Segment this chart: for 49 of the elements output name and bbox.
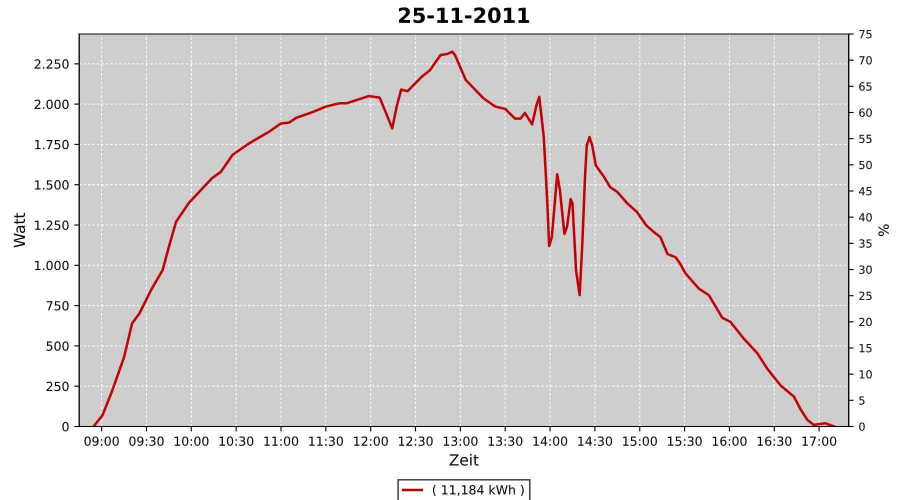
x-tick-label: 14:00 bbox=[533, 436, 568, 446]
y-tick-label: 1.250 bbox=[35, 220, 69, 230]
x-tick-label: 13:30 bbox=[488, 436, 522, 446]
x-tick-label: 12:30 bbox=[398, 436, 433, 446]
y-tick-label: 1.000 bbox=[35, 260, 69, 270]
y-tick-label: 750 bbox=[46, 301, 69, 311]
y2-tick-label: 70 bbox=[859, 56, 872, 65]
y2-axis-title: % bbox=[878, 224, 889, 236]
legend-label: ( 11,184 kWh ) bbox=[432, 484, 524, 496]
y-tick-label: 500 bbox=[46, 341, 69, 351]
x-tick-label: 09:00 bbox=[84, 436, 119, 446]
x-tick-label: 16:00 bbox=[712, 436, 747, 446]
x-axis-title: Zeit bbox=[450, 454, 479, 466]
x-tick-label: 09:30 bbox=[129, 436, 164, 446]
y2-tick-label: 10 bbox=[860, 370, 872, 379]
y2-tick-label: 35 bbox=[859, 239, 872, 248]
y2-tick-label: 30 bbox=[859, 265, 872, 274]
x-tick-label: 10:30 bbox=[220, 436, 254, 446]
chart-title: 25-11-2011 bbox=[398, 7, 530, 24]
y2-tick-label: 75 bbox=[859, 30, 872, 38]
y-axis-title: Watt bbox=[14, 212, 26, 248]
x-tick-label: 12:00 bbox=[354, 436, 388, 446]
x-tick-label: 15:30 bbox=[668, 436, 702, 446]
y2-tick-label: 55 bbox=[859, 134, 872, 144]
x-tick-label: 11:00 bbox=[264, 436, 298, 446]
x-tick-label: 14:30 bbox=[578, 436, 612, 446]
x-tick-label: 13:00 bbox=[444, 436, 478, 446]
y-tick-label: 2.000 bbox=[34, 100, 69, 110]
y2-tick-label: 40 bbox=[858, 213, 872, 222]
x-tick-label: 10:00 bbox=[174, 436, 208, 446]
y2-tick-label: 65 bbox=[859, 82, 872, 91]
y-tick-label: 1.750 bbox=[35, 140, 69, 150]
x-tick-label: 11:30 bbox=[309, 436, 344, 446]
y-tick-label: 2.250 bbox=[34, 59, 69, 69]
x-tick-label: 17:00 bbox=[802, 436, 836, 446]
line-series bbox=[92, 50, 836, 426]
x-tick-label: 16:30 bbox=[758, 436, 792, 446]
x-tick-label: 15:00 bbox=[623, 436, 657, 446]
y-tick-label: 250 bbox=[46, 382, 69, 392]
y2-tick-label: 0 bbox=[859, 422, 865, 431]
y-tick-label: 1.500 bbox=[35, 180, 69, 190]
y2-tick-label: 60 bbox=[859, 108, 872, 117]
y2-tick-label: 45 bbox=[858, 187, 872, 196]
y2-tick-label: 5 bbox=[859, 396, 865, 405]
y2-tick-label: 25 bbox=[859, 292, 872, 300]
y2-tick-label: 15 bbox=[860, 344, 872, 352]
y2-tick-label: 50 bbox=[859, 160, 872, 170]
y-tick-label: 0 bbox=[62, 422, 69, 432]
y2-tick-label: 20 bbox=[859, 318, 872, 326]
